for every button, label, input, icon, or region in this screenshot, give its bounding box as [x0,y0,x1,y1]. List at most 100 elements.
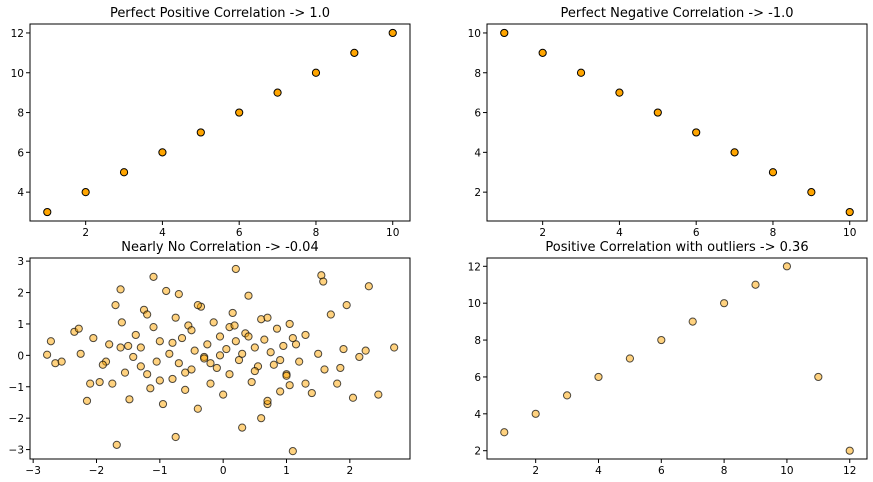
data-point [81,188,90,197]
y-tick-label: 2 [474,446,481,458]
data-point [260,335,269,344]
y-tick-label: −3 [9,445,24,457]
data-point [193,301,202,310]
data-point [108,379,117,388]
data-point [355,352,364,362]
data-point [531,409,540,418]
x-tick-label: 10 [843,227,856,239]
x-tick-label: 1 [283,465,290,477]
subplot-title: Positive Correlation with outliers -> 0.… [545,240,808,255]
subplot-3: Nearly No Correlation -> -0.04 −3 −2 −1 0 1 2 −… [9,240,411,477]
data-point [326,310,335,319]
subplot-title: Nearly No Correlation -> -0.04 [121,240,318,255]
data-point [307,388,316,398]
data-point [339,344,348,354]
x-tick-label: 6 [693,227,700,239]
data-point [116,285,125,294]
data-point [215,332,225,341]
data-point [143,310,152,319]
data-point [200,354,209,363]
data-point [247,377,256,387]
data-point [162,286,171,296]
data-point [168,374,177,384]
data-point [74,324,83,333]
data-point [653,108,662,117]
data-point [181,368,190,377]
data-point [215,351,225,360]
data-point [76,349,85,358]
data-point [168,338,177,347]
axes-frame [29,23,411,222]
data-point [181,385,190,395]
data-point [768,168,778,177]
data-point [374,390,383,399]
data-point [364,282,373,291]
data-point [301,330,310,340]
x-tick-label: 4 [595,465,602,477]
y-tick-label: 0 [17,350,24,362]
data-point [361,346,370,355]
data-point [279,341,288,351]
points [500,28,854,217]
data-point [82,396,92,405]
data-point [288,333,297,343]
data-point [288,447,297,456]
data-point [263,313,272,322]
data-point [112,440,121,449]
y-tick-label: 8 [474,68,481,80]
data-point [158,399,168,409]
data-point [390,343,399,352]
data-point [657,335,666,345]
data-point [500,28,509,38]
data-point [350,48,359,57]
x-tick-label: 4 [616,227,623,239]
y-tick-label: −1 [9,382,24,394]
data-point [212,363,221,373]
x-tick-label: 6 [236,227,243,239]
x-tick-label: 10 [780,465,793,477]
data-point [562,391,572,400]
data-point [158,148,167,157]
points [43,28,397,217]
data-point [143,370,152,379]
data-point [43,207,52,217]
data-point [146,384,155,393]
data-point [196,128,205,137]
data-point [730,148,739,157]
subplot-1: Perfect Positive Correlation -> 1.0 2 4 6 8 1… [11,6,411,239]
data-point [155,376,164,385]
x-tick-label: 8 [721,465,728,477]
data-point [174,290,183,299]
data-point [266,348,275,357]
data-point [209,318,218,327]
data-point [98,360,107,369]
data-point [111,301,120,310]
y-tick-label: 2 [17,288,24,300]
data-point [273,88,282,97]
y-tick-label: 10 [468,28,481,40]
data-point [228,308,237,318]
y-tick-label: 3 [17,256,24,268]
x-tick-label: 12 [843,465,856,477]
subplot-2: Perfect Negative Correlation -> -1.0 2 4 6 8… [468,6,868,239]
x-tick-label: −1 [152,465,167,477]
y-tick-label: 2 [474,187,481,199]
data-point [845,446,854,455]
x-tick-label: 10 [386,227,399,239]
data-point [807,188,816,197]
data-point [136,343,145,352]
data-point [336,363,345,373]
x-tick-label: 2 [532,465,539,477]
data-point [333,379,342,388]
data-point [203,340,212,349]
data-point [171,432,180,442]
y-tick-label: 12 [468,261,481,273]
x-tick-label: 2 [346,465,353,477]
data-point [269,360,278,369]
x-tick-label: 6 [658,465,665,477]
data-point [124,341,133,351]
data-point [301,379,310,388]
data-point [291,340,301,349]
data-point [244,332,253,341]
